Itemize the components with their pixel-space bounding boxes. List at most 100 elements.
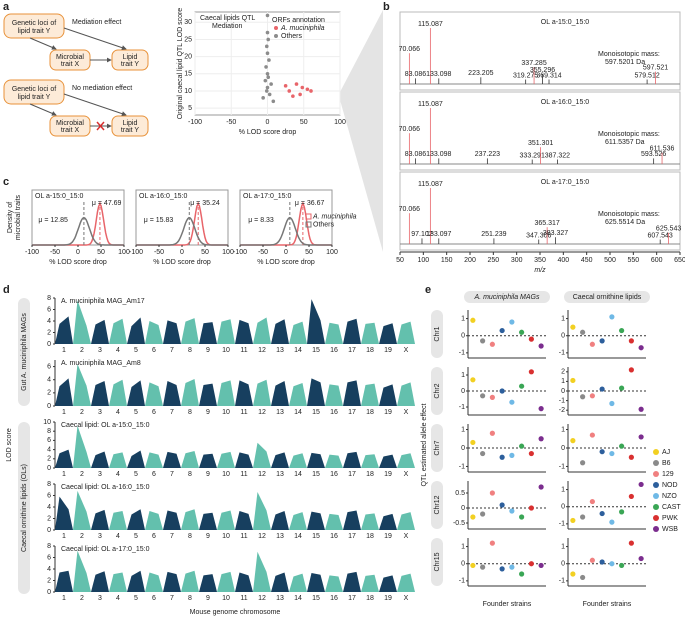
effect-dot <box>570 438 576 444</box>
legend-swatch <box>274 34 278 38</box>
lod-trace <box>235 572 253 592</box>
chromosome-label: 12 <box>258 595 266 602</box>
y-tick-label: 0 <box>461 388 465 395</box>
effect-dot <box>509 564 515 570</box>
peak-label: 70.066 <box>399 126 421 133</box>
chromosome-label: 10 <box>222 471 230 478</box>
spectrum-frame <box>399 11 681 91</box>
panel-letter: c <box>3 176 9 188</box>
lod-trace <box>325 454 343 468</box>
lod-trace <box>397 321 415 344</box>
y-tick-label: 2 <box>47 577 51 584</box>
x-tick-label: 50 <box>201 249 209 256</box>
effect-dot <box>609 561 615 567</box>
peak-label: 369.314 <box>536 72 561 79</box>
lod-trace <box>217 380 235 406</box>
lipid-box <box>111 115 149 137</box>
lod-trace <box>379 513 397 530</box>
effect-dot <box>580 329 586 335</box>
x-tick-label: -100 <box>233 249 247 256</box>
diagram-heading: Mediation effect <box>72 19 121 26</box>
track-title: A. muciniphila MAG_Am17 <box>61 298 145 305</box>
spectrum-frame <box>399 91 681 171</box>
spectrum-title: OL a-15:0_15:0 <box>541 19 589 26</box>
track-title: A. muciniphila MAG_Am8 <box>61 360 141 367</box>
zoom-connector <box>340 10 383 252</box>
chromosome-label: 17 <box>348 471 356 478</box>
chromosome-label: 2 <box>80 533 84 540</box>
lod-trace <box>73 300 91 344</box>
x-axis-label: Founder strains <box>583 601 632 608</box>
row-label: Chr2 <box>434 383 441 398</box>
x-tick-label: -50 <box>258 249 268 256</box>
legend-swatch <box>653 504 659 510</box>
group-label: Gut A. muciniphila MAGs <box>21 313 28 391</box>
peak-label: 83.086 <box>405 151 427 158</box>
x-tick-label: 550 <box>627 257 639 264</box>
lod-trace <box>199 383 217 406</box>
effect-dot <box>499 327 505 334</box>
y-tick-label: 6 <box>47 437 51 444</box>
legend-swatch <box>305 213 312 220</box>
lod-trace <box>91 509 109 530</box>
effect-dot <box>638 481 644 488</box>
y-tick-label: 6 <box>47 492 51 499</box>
x-tick-label: 450 <box>581 257 593 264</box>
lod-trace <box>397 512 415 530</box>
y-tick-label: -1 <box>459 404 465 411</box>
lod-trace <box>289 512 307 530</box>
effect-dot <box>480 564 486 570</box>
effect-dot <box>480 511 486 517</box>
y-tick-label: 4 <box>47 566 51 573</box>
y-tick-label: 4 <box>47 318 51 325</box>
chromosome-label: 10 <box>222 347 230 354</box>
panel-letter: d <box>3 284 10 296</box>
peak-label: 133.097 <box>426 231 451 238</box>
lod-trace <box>55 570 73 592</box>
chromosome-label: 8 <box>188 347 192 354</box>
peak-label: 611.536 <box>650 146 675 153</box>
lod-trace <box>55 449 73 468</box>
peak-label: 625.543 <box>656 226 681 233</box>
x-tick-label: -100 <box>129 249 143 256</box>
effect-dot <box>580 514 586 520</box>
lod-trace <box>325 575 343 592</box>
lod-trace <box>289 383 307 406</box>
track-title: Caecal lipid: OL a-17:0_15:0 <box>61 546 150 553</box>
locus-box <box>3 13 65 39</box>
panel-letter: e <box>425 284 431 296</box>
plot-title: OL a-16:0_15:0 <box>139 193 187 200</box>
effect-dot <box>480 338 486 344</box>
x-tick-label: -100 <box>188 119 202 126</box>
legend-label: CAST <box>662 504 681 511</box>
lod-trace <box>181 450 199 468</box>
lod-trace <box>109 379 127 406</box>
y-tick-label: 0 <box>461 561 465 568</box>
chromosome-label: 5 <box>134 595 138 602</box>
effect-dot <box>609 519 615 525</box>
legend-label: A. muciniphila <box>312 213 357 220</box>
effect-dot <box>599 386 605 392</box>
mass-label: Monoisotopic mass: <box>598 131 660 138</box>
point <box>266 37 271 42</box>
mass-label: Monoisotopic mass: <box>598 211 660 218</box>
lod-trace <box>217 510 235 530</box>
legend-title: ORFs annotation <box>272 17 325 24</box>
lod-trace <box>163 510 181 530</box>
peak-label: 115.087 <box>418 101 443 108</box>
chromosome-label: 5 <box>134 347 138 354</box>
effect-dot <box>538 406 544 412</box>
effect-dot <box>570 377 576 384</box>
lod-trace <box>199 453 217 468</box>
lod-trace <box>127 509 145 530</box>
plot-title: OL a-15:0_15:0 <box>35 193 83 200</box>
point <box>265 72 270 76</box>
point <box>267 58 271 62</box>
arrow <box>29 103 57 116</box>
column-header <box>464 291 550 303</box>
lod-trace <box>55 378 73 406</box>
lod-trace <box>325 513 343 530</box>
lod-trace <box>127 380 145 406</box>
lod-trace <box>361 574 379 592</box>
x-tick-label: -50 <box>154 249 164 256</box>
